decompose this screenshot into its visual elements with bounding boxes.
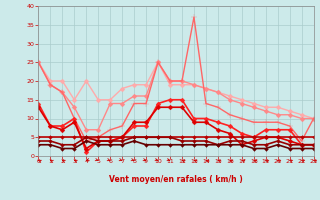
X-axis label: Vent moyen/en rafales ( km/h ): Vent moyen/en rafales ( km/h ) <box>109 175 243 184</box>
